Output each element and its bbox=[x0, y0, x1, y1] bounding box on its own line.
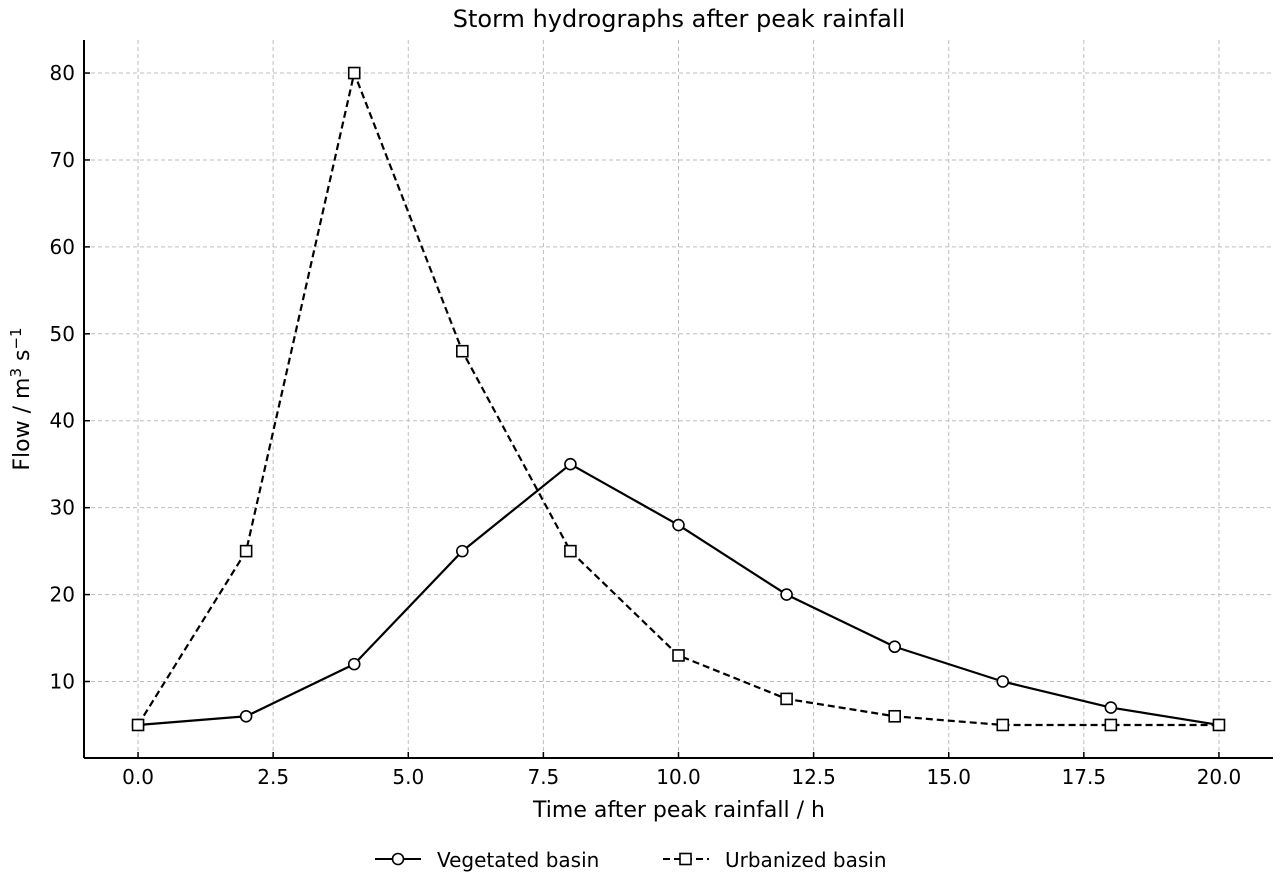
data-point-vegetated bbox=[672, 518, 685, 532]
legend-label-vegetated: Vegetated basin bbox=[437, 848, 599, 872]
series bbox=[131, 66, 1226, 732]
data-point-urbanized bbox=[131, 718, 145, 732]
x-tick-label: 0.0 bbox=[122, 765, 154, 789]
x-tick-label: 2.5 bbox=[257, 765, 289, 789]
grid bbox=[84, 40, 1273, 758]
y-axis-label: Flow / m3 s−1 bbox=[7, 327, 35, 470]
data-point-urbanized bbox=[347, 66, 361, 80]
series-urbanized bbox=[131, 66, 1226, 732]
x-tick-label: 10.0 bbox=[656, 765, 701, 789]
data-point-urbanized bbox=[239, 544, 253, 558]
y-axis-label-mid: s bbox=[10, 350, 35, 368]
data-point-vegetated bbox=[239, 709, 253, 723]
data-point-urbanized bbox=[1104, 718, 1118, 732]
y-tick-label: 80 bbox=[50, 61, 75, 85]
data-point-urbanized bbox=[456, 344, 469, 358]
data-point-urbanized bbox=[1212, 718, 1226, 732]
y-tick-label: 20 bbox=[50, 583, 75, 607]
legend-marker-square bbox=[679, 852, 692, 866]
x-tick-label: 15.0 bbox=[926, 765, 971, 789]
legend-entry-urbanized: Urbanized basin bbox=[663, 848, 887, 872]
y-tick-label: 70 bbox=[50, 148, 75, 172]
y-tick-label: 60 bbox=[50, 235, 75, 259]
y-axis-label-base: Flow / m bbox=[10, 378, 35, 471]
data-point-urbanized bbox=[888, 709, 901, 723]
data-point-urbanized bbox=[564, 544, 577, 558]
data-point-vegetated bbox=[564, 457, 577, 471]
data-point-vegetated bbox=[780, 588, 793, 601]
data-point-vegetated bbox=[996, 675, 1010, 688]
data-point-urbanized bbox=[672, 649, 685, 662]
legend-marker-circle bbox=[391, 852, 405, 866]
data-point-vegetated bbox=[347, 657, 361, 671]
legend-entry-vegetated: Vegetated basin bbox=[375, 848, 599, 872]
data-point-vegetated bbox=[456, 544, 469, 558]
x-tick-label: 7.5 bbox=[527, 765, 559, 789]
data-point-urbanized bbox=[996, 718, 1010, 732]
series-vegetated bbox=[131, 457, 1226, 732]
y-axis-label-sup-1: 3 bbox=[7, 368, 25, 378]
legend: Vegetated basin Urbanized basin bbox=[375, 848, 887, 872]
y-tick-label: 40 bbox=[50, 409, 75, 433]
data-point-vegetated bbox=[1104, 701, 1118, 714]
data-point-urbanized bbox=[780, 692, 793, 706]
x-tick-label: 5.0 bbox=[392, 765, 424, 789]
chart-title: Storm hydrographs after peak rainfall bbox=[453, 5, 905, 33]
y-tick-label: 10 bbox=[50, 670, 75, 694]
y-tick-label: 50 bbox=[50, 322, 75, 346]
x-axis-label: Time after peak rainfall / h bbox=[532, 798, 825, 823]
data-point-vegetated bbox=[888, 640, 901, 654]
x-tick-label: 12.5 bbox=[791, 765, 836, 789]
x-tick-label: 17.5 bbox=[1062, 765, 1107, 789]
y-axis-label-sup-2: −1 bbox=[7, 327, 25, 349]
ticks: 0.0 2.5 5.0 7.5 10.0 12.5 15.0 17.5 20.0 10 20 30 40… bbox=[50, 61, 1242, 789]
x-tick-label: 20.0 bbox=[1197, 765, 1242, 789]
legend-label-urbanized: Urbanized basin bbox=[725, 848, 887, 872]
y-tick-label: 30 bbox=[50, 496, 75, 520]
